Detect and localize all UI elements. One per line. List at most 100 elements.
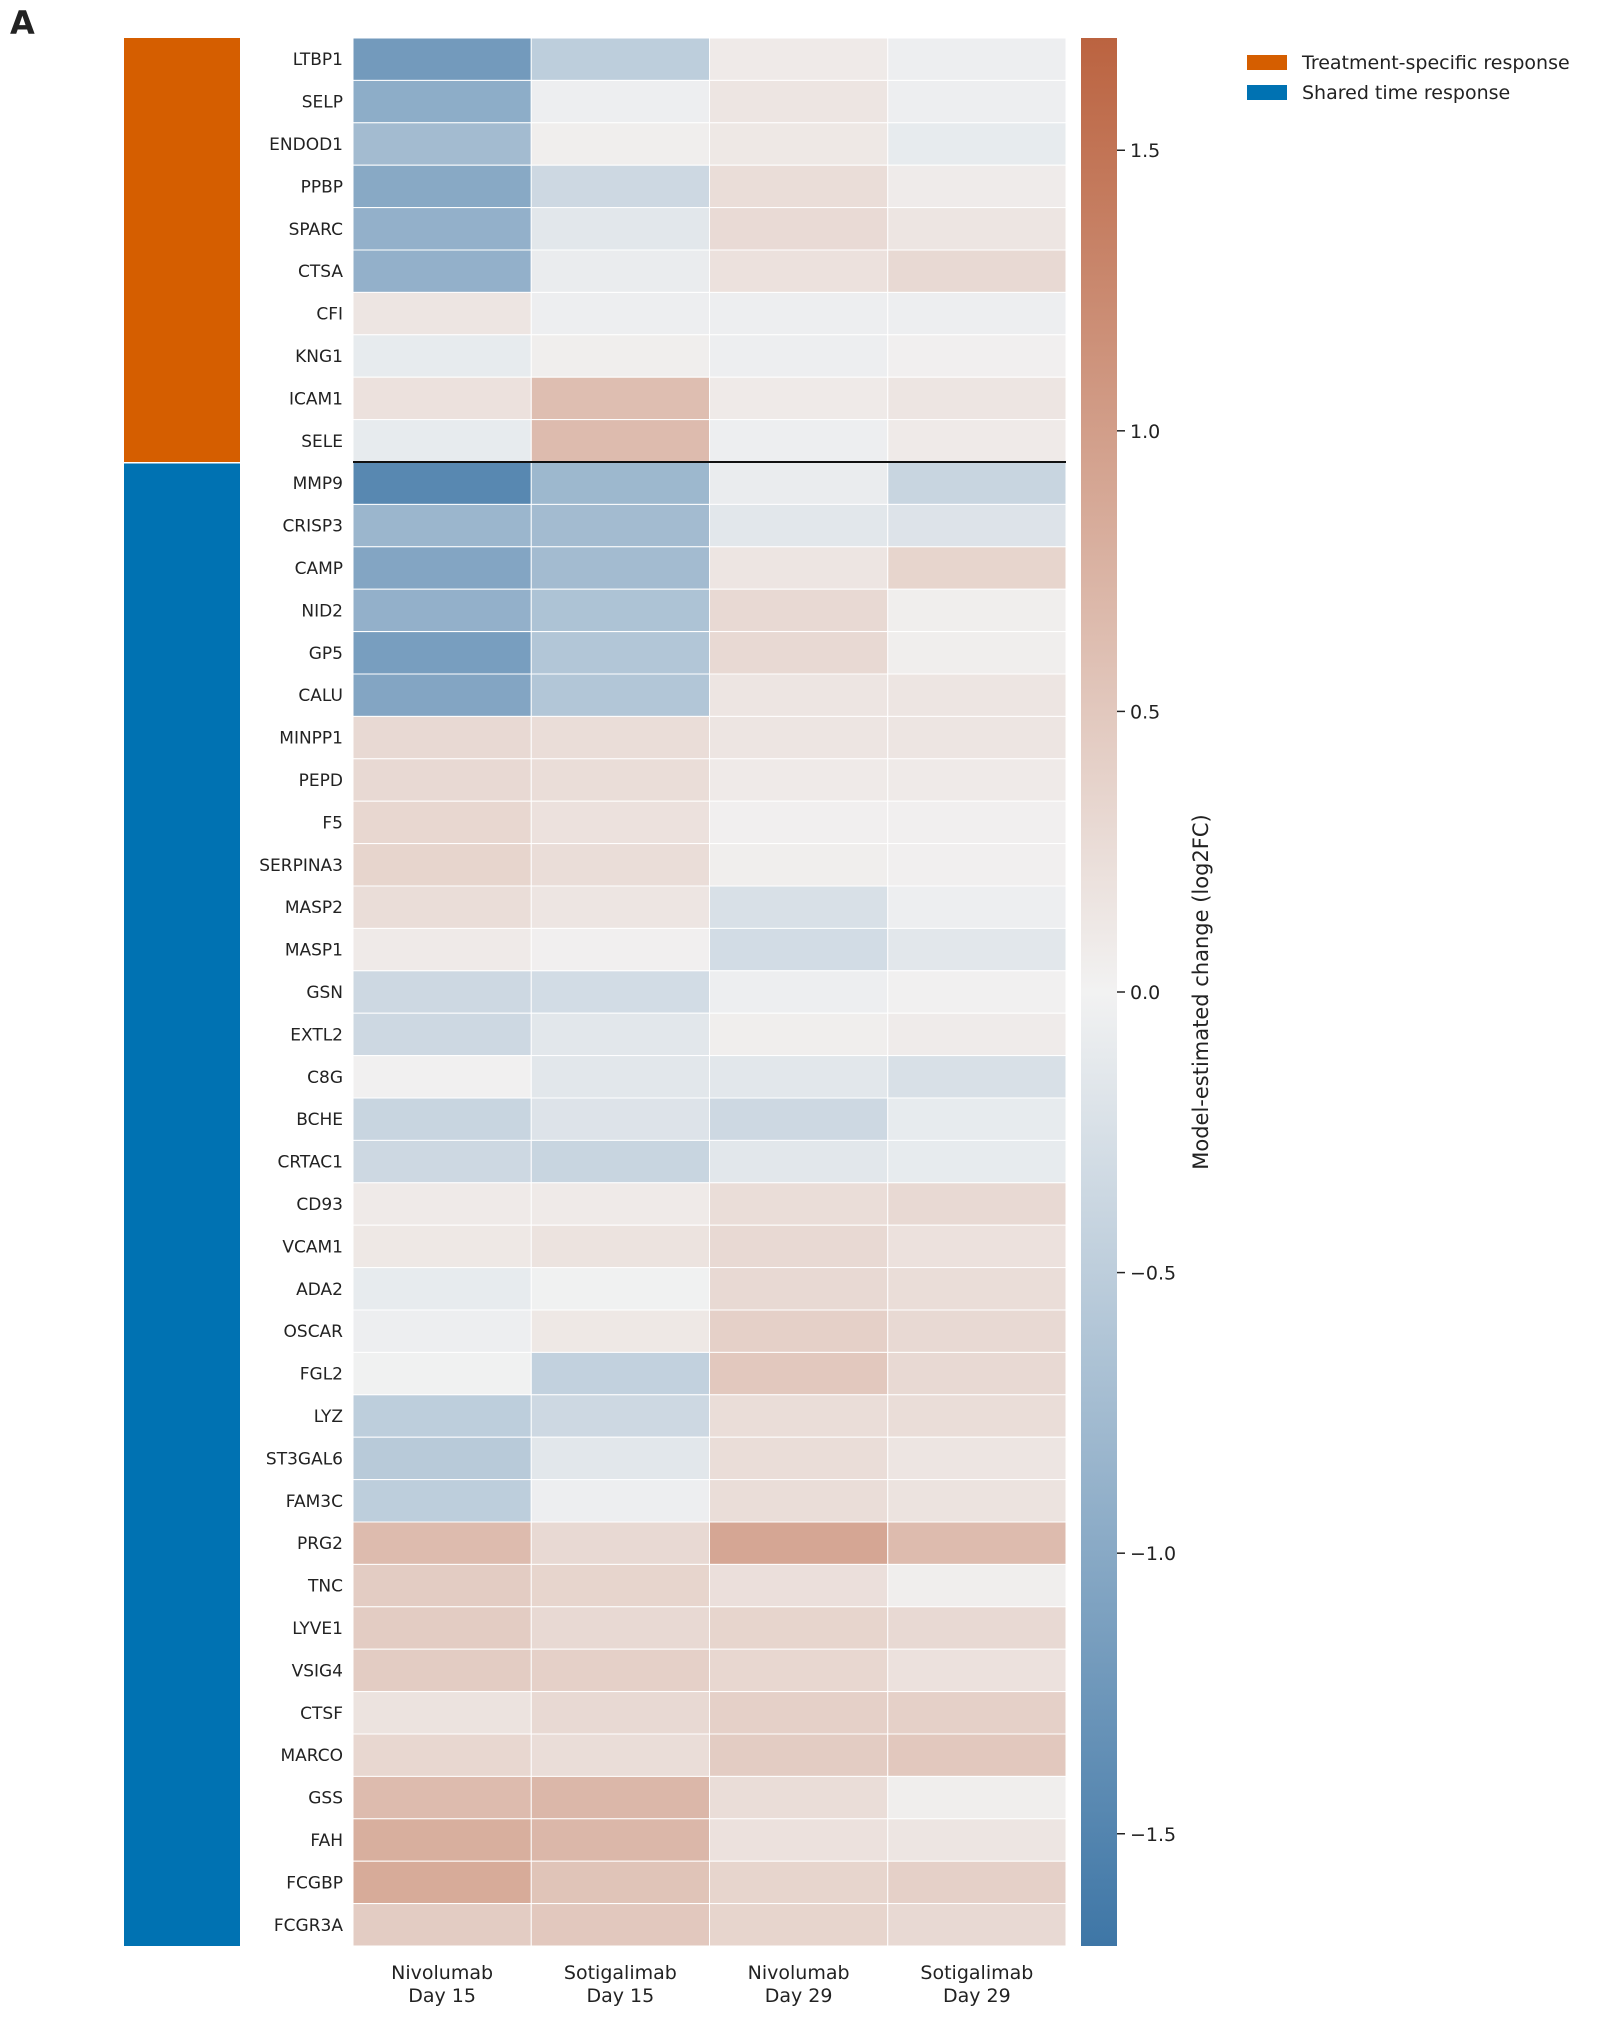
heatmap-cell <box>709 1479 889 1523</box>
heatmap-cell <box>709 588 889 633</box>
row-label: GSS <box>308 1789 343 1809</box>
heatmap-cell <box>352 1860 532 1905</box>
heatmap-cell <box>887 1775 1067 1820</box>
row-label: PPBP <box>301 177 343 197</box>
heatmap-cell <box>352 1012 532 1057</box>
heatmap-cell <box>709 1563 889 1608</box>
heatmap-cell <box>530 461 710 505</box>
heatmap-cell <box>887 37 1067 81</box>
heatmap-cell <box>530 1139 710 1184</box>
heatmap-cell <box>709 1648 889 1693</box>
heatmap-cell <box>887 843 1067 887</box>
row-label: TNC <box>307 1577 343 1597</box>
heatmap-cell <box>887 800 1067 845</box>
heatmap-cell <box>709 122 889 166</box>
row-label: CRISP3 <box>282 517 343 537</box>
heatmap-cell <box>709 334 889 378</box>
row-label: ICAM1 <box>289 389 343 409</box>
colorbar: −1.5 −1.0 −0.5 0.0 0.5 1.0 1.5 Model-estimated… <box>1081 38 1213 1946</box>
row-label: SERPINA3 <box>259 856 343 876</box>
heatmap-cell <box>887 970 1067 1014</box>
heatmap-cell <box>352 1436 532 1481</box>
heatmap-cell <box>709 291 889 336</box>
heatmap-cell <box>887 164 1067 209</box>
heatmap-cell <box>709 1521 889 1565</box>
heatmap-cell <box>709 461 889 505</box>
heatmap-cell <box>352 1479 532 1523</box>
legend-label: Treatment-specific response <box>1301 52 1570 74</box>
heatmap-cell <box>352 376 532 421</box>
row-label: VCAM1 <box>282 1237 343 1257</box>
colorbar-ticks: −1.5 −1.0 −0.5 0.0 0.5 1.0 1.5 <box>1117 140 1176 1846</box>
heatmap-cell <box>709 758 889 802</box>
row-label: CALU <box>298 686 343 706</box>
heatmap-cell <box>709 249 889 293</box>
colorbar-tick-label: −0.5 <box>1130 1263 1176 1285</box>
row-label: EXTL2 <box>290 1025 343 1045</box>
heatmap-cell <box>530 1097 710 1141</box>
row-label: LYZ <box>314 1407 343 1427</box>
heatmap-cell <box>887 1436 1067 1481</box>
row-label: NID2 <box>301 601 343 621</box>
heatmap-cell <box>352 291 532 336</box>
heatmap-cell <box>887 1182 1067 1226</box>
heatmap-cell <box>530 546 710 590</box>
heatmap-cell <box>352 673 532 717</box>
heatmap-cell <box>352 970 532 1014</box>
heatmap-cell <box>352 79 532 124</box>
heatmap-cell <box>352 1097 532 1141</box>
row-label: CFI <box>316 305 343 325</box>
heatmap-cell <box>887 758 1067 802</box>
heatmap-cell <box>352 1691 532 1735</box>
heatmap-cell <box>530 249 710 293</box>
heatmap-cell <box>530 1563 710 1608</box>
heatmap-cell <box>887 673 1067 717</box>
row-label: SELE <box>301 432 343 452</box>
heatmap-cell <box>887 419 1067 463</box>
heatmap-cells <box>352 37 1067 1947</box>
column-label: Sotigalimab Day 15 <box>564 1962 677 2007</box>
colorbar-tick-label: 0.5 <box>1130 701 1160 723</box>
heatmap-cell <box>887 927 1067 972</box>
heatmap-cell <box>352 249 532 293</box>
heatmap-cell <box>709 1860 889 1905</box>
heatmap-cell <box>887 588 1067 633</box>
heatmap-cell <box>530 164 710 209</box>
row-label: FAH <box>310 1831 343 1851</box>
heatmap-cell <box>530 1182 710 1226</box>
heatmap-cell <box>530 1606 710 1650</box>
colorbar-label: Model-estimated change (log2FC) <box>1189 814 1213 1170</box>
heatmap-cell <box>352 207 532 251</box>
heatmap-cell <box>709 715 889 760</box>
heatmap-cell <box>887 1479 1067 1523</box>
heatmap-cell <box>352 1224 532 1269</box>
heatmap-cell <box>530 207 710 251</box>
heatmap-cell <box>887 1818 1067 1862</box>
heatmap-cell <box>530 122 710 166</box>
heatmap-cell <box>352 1394 532 1438</box>
heatmap-cell <box>887 376 1067 421</box>
heatmap-cell <box>709 207 889 251</box>
heatmap-cell <box>887 1394 1067 1438</box>
heatmap-cell <box>887 334 1067 378</box>
row-label: C8G <box>307 1068 343 1088</box>
column-label: Sotigalimab Day 29 <box>920 1962 1033 2007</box>
heatmap-cell <box>530 885 710 929</box>
heatmap-cell <box>352 461 532 505</box>
heatmap-cell <box>709 376 889 421</box>
heatmap-cell <box>530 1351 710 1396</box>
row-label: CTSF <box>300 1704 343 1724</box>
heatmap-cell <box>709 927 889 972</box>
group-bar-segment <box>124 38 240 462</box>
heatmap-cell <box>530 843 710 887</box>
heatmap-cell <box>887 1055 1067 1099</box>
heatmap-cell <box>530 970 710 1014</box>
heatmap-cell <box>530 673 710 717</box>
row-label: MARCO <box>280 1746 343 1766</box>
heatmap-cell <box>530 1436 710 1481</box>
row-label: ADA2 <box>296 1280 343 1300</box>
heatmap-cell <box>709 1224 889 1269</box>
heatmap-cell <box>352 885 532 929</box>
row-label: VSIG4 <box>292 1661 343 1681</box>
column-label: Nivolumab Day 29 <box>748 1962 850 2007</box>
